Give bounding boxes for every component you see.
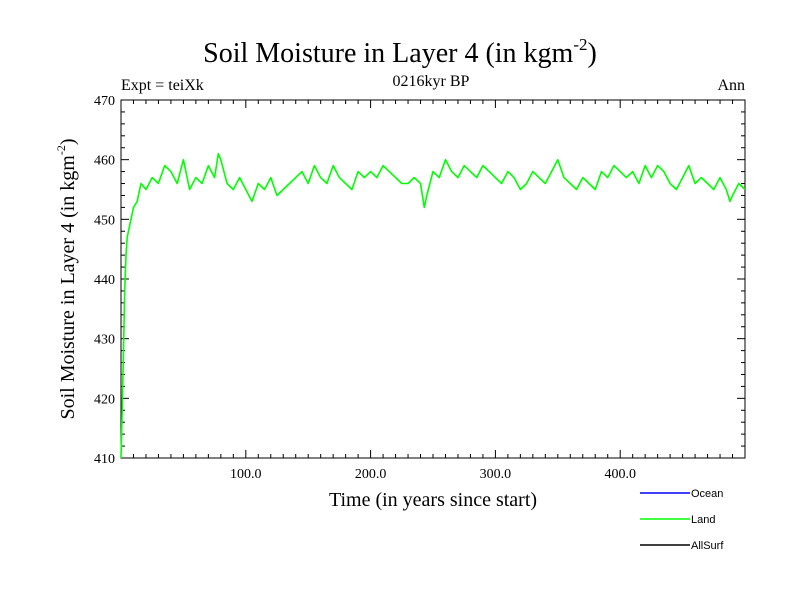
experiment-label: Expt = teiXk xyxy=(121,77,204,94)
x-tick-label: 100.0 xyxy=(230,467,262,482)
data-lines xyxy=(120,152,746,459)
y-tick-label: 460 xyxy=(94,154,115,169)
x-axis-label: Time (in years since start) xyxy=(329,489,537,511)
y-tick-label: 420 xyxy=(94,392,115,407)
y-tick-label: 470 xyxy=(94,94,115,109)
season-label: Ann xyxy=(717,77,745,94)
y-axis-label: Soil Moisture in Layer 4 (in kgm-2) xyxy=(54,138,79,419)
axis-ticks: 410 420 430 440 450 460 470 100.0 200.0 300.0 400.… xyxy=(94,94,745,482)
chart-title: Soil Moisture in Layer 4 (in kgm-2) xyxy=(203,35,597,69)
y-tick-label: 450 xyxy=(94,213,115,228)
legend-label-allsurf: AllSurf xyxy=(691,540,724,552)
x-tick-label: 300.0 xyxy=(480,467,512,482)
y-tick-label: 430 xyxy=(94,333,115,348)
x-tick-label: 200.0 xyxy=(355,467,387,482)
x-tick-label: 400.0 xyxy=(604,467,636,482)
period-label: 0216kyr BP xyxy=(393,73,470,90)
series-line-land xyxy=(120,152,746,459)
legend: Ocean Land AllSurf xyxy=(640,488,724,552)
y-tick-label: 440 xyxy=(94,273,115,288)
legend-label-land: Land xyxy=(691,514,715,526)
plot-frame xyxy=(120,99,746,459)
legend-label-ocean: Ocean xyxy=(691,488,723,500)
y-tick-label: 410 xyxy=(94,452,115,467)
